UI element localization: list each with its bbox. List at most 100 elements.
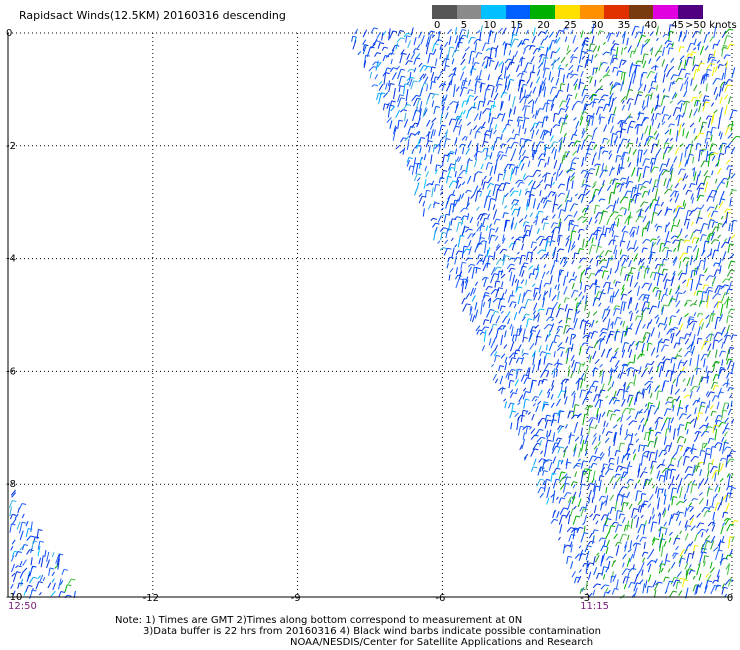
wind-barb [555,37,561,44]
wind-barb-flag [386,67,392,70]
wind-barb [663,509,667,518]
wind-barb-flag [699,522,705,525]
wind-barb-flag [560,192,566,195]
wind-barb [632,453,637,461]
wind-barb [476,213,482,221]
wind-barb [474,158,478,168]
wind-barb [605,395,609,399]
wind-barb [557,426,563,434]
wind-barb [642,158,647,167]
wind-barb [600,545,604,552]
wind-barb-flag [562,122,568,125]
wind-barb [638,173,642,182]
wind-barb [615,465,619,473]
wind-barb [710,404,714,410]
wind-barb [652,580,657,588]
wind-barb [578,348,582,356]
wind-barb [679,228,683,234]
wind-barb [648,574,652,582]
wind-barb-flag [415,94,421,97]
wind-barb [683,102,688,115]
wind-barb [644,137,648,146]
wind-barb [712,424,715,434]
wind-barb-flag [636,542,642,545]
wind-barb [540,197,544,203]
wind-barb [557,235,561,246]
wind-barb [594,53,598,58]
wind-barb [597,441,601,447]
wind-barb [663,241,668,247]
wind-barb [519,138,522,146]
wind-barb-flag [679,207,684,210]
wind-barb [715,349,718,358]
wind-barb [402,104,408,111]
wind-barb [710,585,716,595]
wind-barb-flag [583,169,588,172]
wind-barb [476,329,480,335]
wind-barb-flag [454,199,459,202]
wind-barb [521,438,526,450]
wind-barb-flag [679,501,684,503]
wind-barb [707,343,712,352]
wind-barb-flag [445,213,451,216]
wind-barb [660,95,665,107]
wind-barb [457,37,461,48]
wind-barb-flag [648,135,654,138]
wind-barb-flag [398,119,404,122]
wind-barb [620,71,623,80]
wind-barb-flag [563,154,568,157]
wind-barb-flag [404,83,410,86]
wind-barb [399,53,403,64]
wind-barb [475,267,478,274]
wind-barb [566,347,570,360]
wind-barb [634,94,639,106]
wind-barb [522,173,527,180]
wind-barb [684,146,687,158]
wind-barb-flag [719,64,724,66]
wind-barb [690,385,695,392]
wind-barb [481,276,485,281]
wind-barb [672,579,677,587]
wind-barb [548,287,552,298]
y-tick-label: -8 [6,479,16,490]
wind-barb [684,562,689,570]
wind-barb-flag [391,100,396,103]
wind-barb [634,432,638,436]
wind-barb [544,444,548,457]
wind-barb [594,279,597,285]
wind-barb [534,312,540,319]
wind-barb [604,517,609,526]
wind-barb [416,97,421,108]
wind-barb [598,475,601,482]
wind-barb [630,187,634,199]
wind-barb [720,303,724,316]
wind-barb [352,40,357,50]
wind-barb [537,400,542,406]
wind-barb-flag [595,297,600,300]
wind-barb [640,262,645,270]
wind-barb-flag [710,206,715,209]
wind-barb-flag [660,463,665,466]
wind-barb [691,64,696,72]
wind-barb-flag [542,238,547,241]
wind-barb [454,115,458,121]
wind-barb [670,357,673,364]
wind-barb [577,310,581,314]
wind-barb [713,262,716,267]
wind-barb-flag [705,340,710,343]
wind-barb [693,128,696,134]
wind-barb [672,428,676,440]
wind-barb [389,67,394,73]
wind-barb-flag [582,320,587,322]
wind-barb [714,190,718,196]
wind-barb [696,62,701,73]
wind-barb-flag [554,112,559,115]
wind-barb [519,324,522,333]
wind-barb-flag [558,363,563,365]
wind-barb-flag [705,453,711,456]
wind-barb-flag [579,526,584,529]
wind-barb [669,65,675,72]
wind-barb [550,76,554,83]
wind-barb [571,390,576,396]
wind-barb-flag [370,46,375,49]
